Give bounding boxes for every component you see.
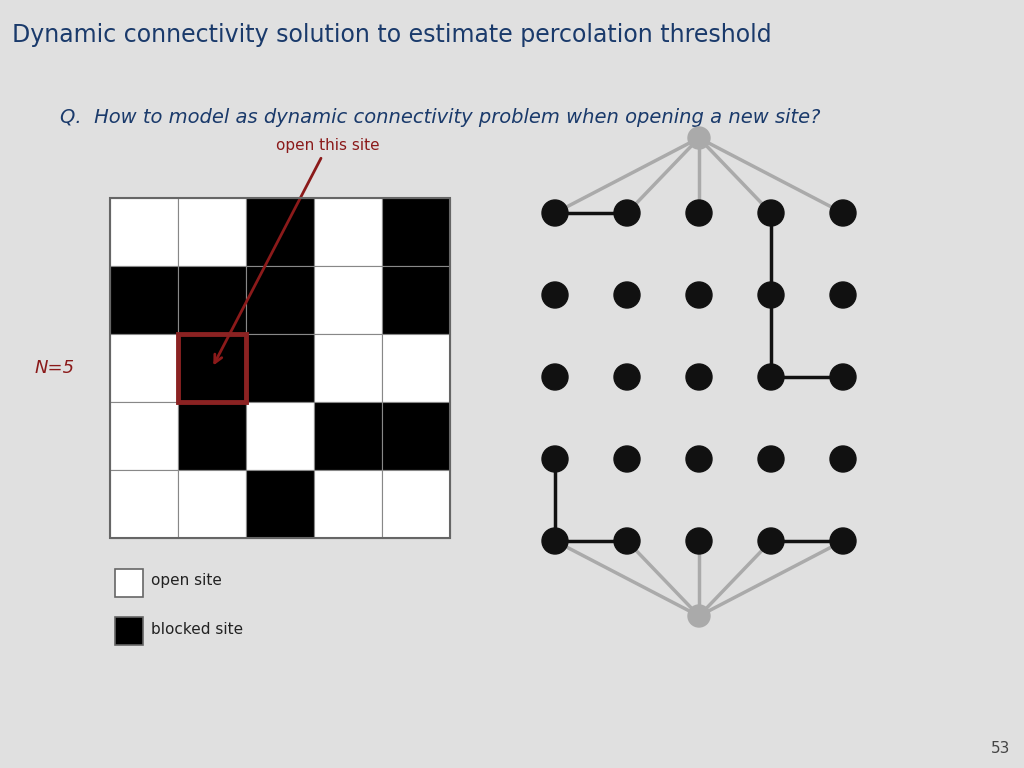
Circle shape: [758, 528, 784, 554]
Circle shape: [830, 528, 856, 554]
Bar: [110, 198, 178, 266]
Bar: [246, 198, 314, 266]
Bar: [314, 402, 382, 470]
Circle shape: [614, 446, 640, 472]
Circle shape: [614, 364, 640, 390]
Circle shape: [688, 605, 710, 627]
Bar: [314, 266, 382, 334]
Bar: [314, 334, 382, 402]
Bar: [178, 470, 246, 538]
Circle shape: [542, 282, 568, 308]
Bar: [115, 617, 143, 645]
Bar: [178, 198, 246, 266]
Circle shape: [542, 528, 568, 554]
Bar: [246, 402, 314, 470]
Bar: [115, 569, 143, 597]
Text: 53: 53: [990, 741, 1010, 756]
Circle shape: [542, 446, 568, 472]
Circle shape: [830, 282, 856, 308]
Circle shape: [758, 282, 784, 308]
Circle shape: [614, 528, 640, 554]
Circle shape: [758, 200, 784, 226]
Bar: [382, 334, 450, 402]
Text: Dynamic connectivity solution to estimate percolation threshold: Dynamic connectivity solution to estimat…: [12, 22, 772, 47]
Circle shape: [542, 364, 568, 390]
Bar: [110, 334, 178, 402]
Circle shape: [542, 200, 568, 226]
Circle shape: [686, 528, 712, 554]
Bar: [382, 266, 450, 334]
Text: N=5: N=5: [35, 359, 75, 377]
Bar: [178, 334, 246, 402]
Bar: [110, 198, 450, 538]
Text: blocked site: blocked site: [151, 621, 243, 637]
Circle shape: [686, 200, 712, 226]
Circle shape: [614, 200, 640, 226]
Circle shape: [830, 364, 856, 390]
Bar: [382, 402, 450, 470]
Circle shape: [614, 282, 640, 308]
Circle shape: [688, 127, 710, 149]
Bar: [110, 266, 178, 334]
Circle shape: [758, 364, 784, 390]
Bar: [178, 402, 246, 470]
Bar: [382, 470, 450, 538]
Bar: [110, 470, 178, 538]
Bar: [314, 470, 382, 538]
Circle shape: [758, 446, 784, 472]
Circle shape: [686, 282, 712, 308]
Bar: [178, 266, 246, 334]
Bar: [314, 198, 382, 266]
Bar: [110, 402, 178, 470]
Text: open site: open site: [151, 574, 222, 588]
Text: open this site: open this site: [215, 138, 380, 362]
Circle shape: [686, 446, 712, 472]
Circle shape: [830, 446, 856, 472]
Bar: [246, 334, 314, 402]
Bar: [246, 266, 314, 334]
Circle shape: [686, 364, 712, 390]
Bar: [246, 470, 314, 538]
Bar: [382, 198, 450, 266]
Bar: [178, 334, 246, 402]
Text: Q.  How to model as dynamic connectivity problem when opening a new site?: Q. How to model as dynamic connectivity …: [60, 108, 820, 127]
Circle shape: [830, 200, 856, 226]
